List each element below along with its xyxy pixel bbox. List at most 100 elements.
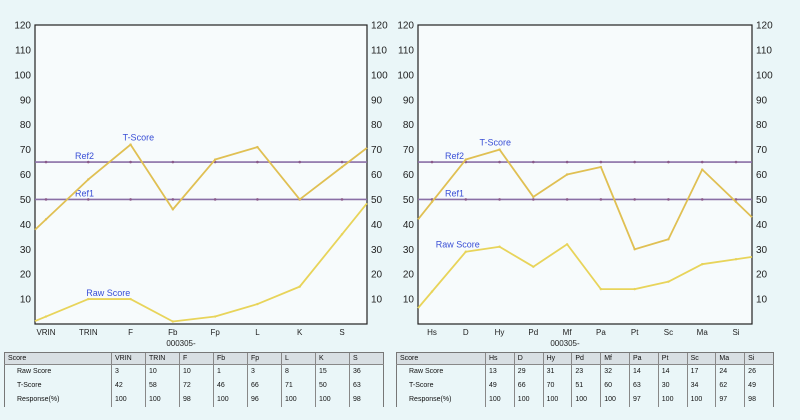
- reference-dot: [86, 160, 90, 164]
- data-point: [213, 158, 217, 161]
- table-header-cell: S: [349, 352, 384, 365]
- table-header-cell: Si: [744, 352, 774, 365]
- table-row-label: Raw Score: [4, 364, 112, 379]
- table-cell: 70: [542, 379, 572, 393]
- table-row-label: Response(%): [4, 393, 112, 407]
- table-header-cell: Fb: [213, 352, 248, 365]
- y-tick-right: 120: [371, 21, 388, 32]
- table-cell: 13: [485, 364, 515, 379]
- data-point: [701, 263, 704, 266]
- table-row-label: Response(%): [396, 393, 486, 407]
- x-category-label: Pd: [528, 328, 538, 337]
- data-point: [44, 218, 48, 221]
- reference-dot: [44, 160, 48, 164]
- table-cell: 17: [686, 364, 716, 379]
- y-tick-right: 50: [756, 195, 768, 206]
- reference-dot: [633, 198, 636, 201]
- x-category-label: L: [255, 328, 260, 337]
- table-cell: 36: [349, 364, 384, 379]
- reference-dot: [213, 198, 217, 201]
- table-header-cell: Sc: [686, 352, 716, 365]
- series-label-raw-score: Raw Score: [86, 288, 130, 298]
- table-cell: 63: [349, 379, 384, 393]
- y-tick-right: 20: [371, 270, 383, 281]
- x-category-label: Hs: [427, 328, 437, 337]
- table-header-cell: F: [179, 352, 214, 365]
- y-tick-right: 10: [371, 295, 383, 306]
- x-category-label: D: [463, 328, 469, 337]
- table-header-cell: Pa: [628, 352, 659, 365]
- reference-dot: [171, 160, 175, 164]
- table-cell: 46: [213, 379, 248, 393]
- reference-dot: [565, 198, 569, 201]
- table-cell: 100: [686, 393, 716, 407]
- table-header-cell: Score: [4, 352, 112, 365]
- score-table-validity: Score VRIN TRIN F Fb Fp L K S Raw Score 3 10 10 1 3 8 15…: [4, 352, 384, 407]
- reference-label-ref2: Ref2: [75, 151, 94, 161]
- data-point: [129, 143, 132, 146]
- table-cell: 10: [145, 364, 180, 379]
- y-tick-right: 90: [756, 95, 768, 106]
- x-category-label: Fp: [210, 328, 220, 337]
- table-cell: 24: [715, 364, 745, 379]
- y-tick-right: 60: [756, 170, 768, 181]
- data-point: [430, 290, 434, 293]
- y-tick-right: 40: [756, 220, 768, 231]
- table-header-cell: Mf: [600, 352, 630, 365]
- reference-dot: [171, 198, 175, 201]
- reference-label-ref1: Ref1: [445, 188, 464, 198]
- reference-dot: [44, 198, 48, 201]
- x-category-label: Fb: [168, 328, 178, 337]
- y-tick-left: 90: [403, 95, 415, 106]
- series-label-t-score: T-Score: [480, 138, 512, 148]
- table-cell: 1: [213, 364, 248, 379]
- table-header-cell: Ma: [715, 352, 745, 365]
- table-cell: 71: [281, 379, 316, 393]
- reference-dot: [700, 160, 704, 164]
- series-label-t-score: T-Score: [123, 133, 155, 143]
- data-point: [464, 158, 467, 161]
- y-tick-right: 70: [371, 145, 383, 156]
- y-tick-left: 80: [403, 120, 415, 131]
- table-cell: 100: [513, 393, 544, 407]
- y-tick-right: 40: [371, 220, 383, 231]
- series-line-t-score: [417, 148, 753, 251]
- x-category-label: Pa: [596, 328, 606, 337]
- x-category-label: Mf: [563, 328, 573, 337]
- reference-dot: [565, 160, 569, 164]
- table-header-cell: Hy: [542, 352, 572, 365]
- data-point: [464, 250, 467, 253]
- table-cell: 31: [542, 364, 572, 379]
- plot-frame: [417, 24, 753, 325]
- table-cell: 100: [542, 393, 572, 407]
- table-cell: 30: [657, 379, 688, 393]
- table-cell: 98: [349, 393, 384, 407]
- table-row: T-Score 49 66 70 51 60 63 30 34 62 49: [396, 379, 774, 393]
- charts-canvas: 10 10 20 20 30 30 40 40 50 50 60 60 70 70 80 80 90 90 100 1…: [14, 21, 773, 349]
- y-tick-left: 60: [20, 170, 32, 181]
- reference-dot: [256, 160, 259, 164]
- table-cell: 58: [145, 379, 180, 393]
- table-cell: 62: [715, 379, 745, 393]
- y-tick-right: 110: [756, 45, 772, 56]
- reference-dot: [532, 198, 535, 201]
- table-cell: 100: [571, 393, 601, 407]
- table-cell: 42: [111, 379, 146, 393]
- table-cell: 97: [628, 393, 659, 407]
- data-point: [633, 287, 636, 291]
- y-tick-left: 60: [403, 170, 415, 181]
- table-cell: 72: [179, 379, 214, 393]
- x-category-label: S: [339, 328, 344, 337]
- reference-dot: [734, 160, 738, 164]
- y-tick-right: 90: [371, 95, 383, 106]
- y-tick-right: 20: [756, 270, 768, 281]
- table-cell: 100: [111, 393, 146, 407]
- x-category-label: Ma: [697, 328, 709, 337]
- data-point: [599, 287, 603, 291]
- y-tick-left: 110: [398, 45, 414, 56]
- data-point: [667, 238, 670, 241]
- reference-label-ref2: Ref2: [445, 151, 464, 161]
- table-row-label: T-Score: [4, 379, 112, 393]
- y-tick-left: 10: [20, 295, 32, 306]
- series-line-t-score: [34, 143, 368, 231]
